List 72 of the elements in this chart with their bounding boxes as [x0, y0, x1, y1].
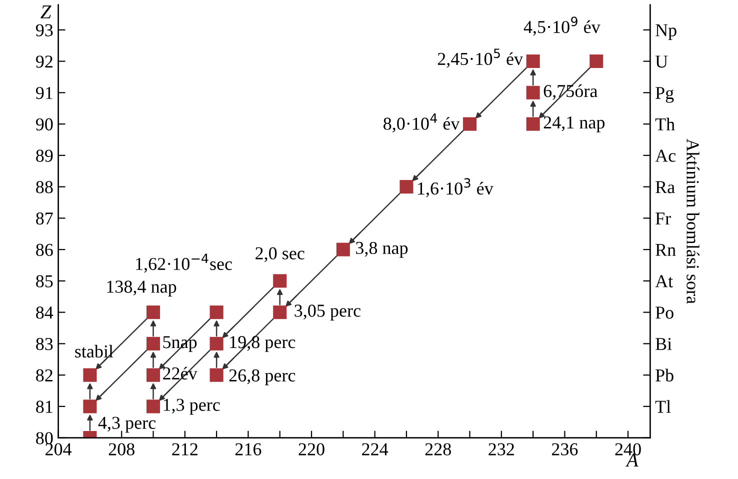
point [400, 180, 414, 194]
x-tick-label: 228 [425, 443, 451, 456]
category-label: Bi [656, 338, 672, 350]
y2-axis-title: Aktínium bomlási sora [686, 138, 700, 304]
category-label: U [655, 56, 668, 68]
category-label: Np [656, 24, 676, 40]
annotation: stabil [75, 344, 114, 358]
annotation: 2,45·10$^{5}$ év [438, 48, 524, 68]
point [146, 336, 160, 350]
annotation: 8,0·10$^{4}$ év [384, 114, 460, 132]
point [463, 117, 477, 131]
category-label: Tl [655, 400, 671, 413]
category-label: Th [655, 118, 675, 130]
annotation: 2,0 sec [256, 247, 304, 262]
point [526, 117, 540, 131]
annotation: 3,8 nap [356, 242, 408, 258]
y-tick-label: 86 [36, 244, 53, 256]
y-tick-label: 89 [36, 150, 53, 162]
x-tick-label: 224 [362, 443, 388, 456]
y-tick-label: 84 [36, 306, 54, 319]
annotation: 4,3 perc [98, 416, 156, 433]
point [526, 86, 540, 100]
point [146, 400, 160, 414]
category-label: At [655, 275, 673, 288]
category-label: Po [656, 306, 674, 319]
point [590, 54, 604, 68]
x-tick-label: 208 [108, 443, 134, 456]
category-label: Rn [656, 244, 676, 256]
y-tick-label: 81 [36, 400, 52, 413]
x-tick-label: 212 [172, 443, 198, 456]
y-tick-label: 85 [36, 275, 53, 288]
point [210, 368, 224, 382]
annotation: 1,3 perc [164, 398, 220, 415]
x-tick-label: 220 [298, 443, 324, 456]
y-tick-label: 83 [36, 338, 53, 350]
point [83, 368, 97, 382]
point [273, 274, 287, 288]
y-axis-title: Z [40, 6, 52, 18]
y-tick-label: 88 [36, 181, 53, 194]
category-label: Fr [656, 212, 671, 224]
point [336, 242, 350, 256]
y-tick-label: 93 [36, 24, 53, 36]
x-tick-label: 232 [488, 443, 514, 456]
category-label: Pg [656, 87, 674, 103]
point [83, 400, 97, 414]
x-tick-label: 236 [552, 443, 578, 456]
x-tick-label: 216 [235, 443, 262, 456]
category-label: Ac [655, 150, 676, 162]
x-tick-label: 204 [46, 443, 72, 456]
y-tick-label: 91 [36, 86, 52, 100]
point [210, 336, 224, 350]
annotation: 4,5·10$^{9}$ év [524, 16, 600, 36]
annotation: 26,8 perc [229, 369, 296, 386]
point [146, 306, 160, 320]
point [526, 54, 540, 68]
y-tick-label: 82 [36, 369, 52, 382]
y-tick-label: 80 [36, 432, 53, 444]
y-tick-label: 87 [36, 212, 53, 225]
annotation: 3,05 perc [294, 304, 360, 320]
point [146, 368, 160, 382]
category-label: Pb [656, 368, 674, 382]
category-label: Ra [656, 181, 675, 194]
x-tick-label: 240 [615, 443, 641, 456]
annotation: 1,62·10$^{−4}$sec [136, 254, 232, 273]
point [210, 306, 224, 320]
annotation: 138,4 nap [107, 280, 176, 296]
annotation: 24,1 nap [544, 116, 605, 132]
annotation: 1,6·10$^{3}$ év [418, 178, 494, 198]
y-tick-label: 92 [36, 56, 52, 68]
x-axis-title: A [625, 454, 638, 466]
y-tick-label: 90 [36, 118, 53, 130]
point [273, 306, 287, 320]
